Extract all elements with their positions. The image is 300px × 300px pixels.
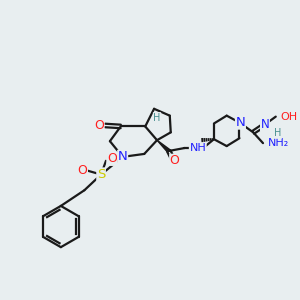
Polygon shape [157,140,170,152]
Text: O: O [94,119,104,132]
Text: O: O [170,154,180,167]
Text: N: N [261,118,269,131]
Text: S: S [97,168,105,181]
Text: H: H [274,128,281,138]
Text: OH: OH [281,112,298,122]
Text: O: O [107,152,117,165]
Text: O: O [77,164,87,177]
Text: NH: NH [189,143,206,153]
Text: H: H [153,112,161,123]
Text: NH₂: NH₂ [268,138,289,148]
Text: N: N [236,116,245,129]
Text: N: N [118,150,128,164]
